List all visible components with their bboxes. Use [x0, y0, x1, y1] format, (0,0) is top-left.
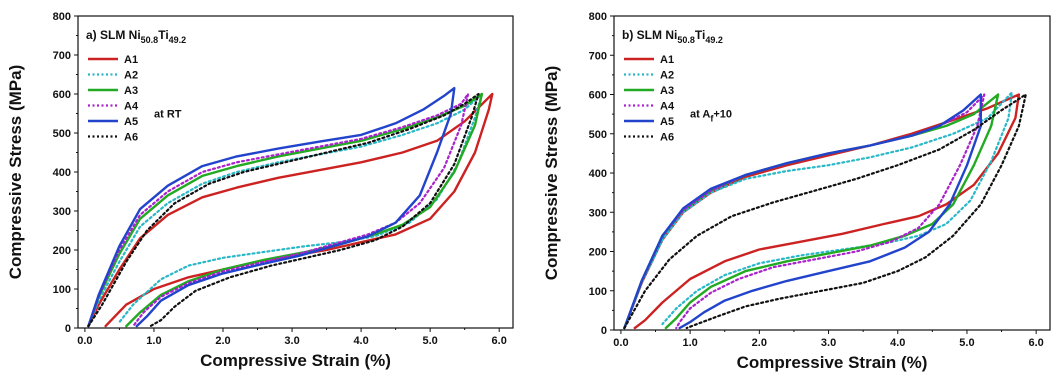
chart0-series-a6 — [87, 92, 480, 328]
chart0-plot-frame — [77, 15, 514, 329]
chart0-series-a5 — [87, 86, 456, 328]
chart1-ytick-label: 400 — [589, 168, 607, 180]
chart1-ytick-label: 500 — [589, 129, 607, 141]
chart1-condition-label: at Af+10 — [690, 108, 732, 123]
chart0-ytick-label: 100 — [53, 284, 71, 296]
chart0-legend-label-a1: A1 — [124, 54, 138, 66]
chart1-ytick-label: 200 — [589, 247, 607, 259]
chart1-ytick-label: 700 — [589, 50, 607, 62]
chart1-legend-label-a3: A3 — [660, 85, 674, 97]
chart0-ytick-label: 700 — [53, 50, 71, 62]
chart1-ytick-label: 300 — [589, 207, 607, 219]
chart0-x-axis-label: Compressive Strain (%) — [200, 351, 391, 370]
chart1-legend-label-a4: A4 — [660, 101, 675, 113]
chart1-xtick-label: 0.0 — [613, 337, 628, 349]
chart1-xtick-label: 1.0 — [682, 337, 697, 349]
chart1-xtick-label: 4.0 — [890, 337, 905, 349]
chart1-x-axis-label: Compressive Strain (%) — [737, 353, 928, 372]
chart0-ytick-label: 800 — [53, 11, 71, 23]
chart0-title: a) SLM Ni50.8Ti49.2 — [86, 28, 186, 45]
chart0-ytick-label: 0 — [65, 323, 71, 335]
chart1-legend-label-a2: A2 — [660, 70, 674, 82]
chart1-ytick-label: 600 — [589, 90, 607, 102]
chart0-xtick-label: 5.0 — [422, 335, 437, 347]
chart1-ytick-label: 100 — [589, 286, 607, 298]
chart1-ytick-label: 0 — [601, 325, 607, 337]
chart0-ytick-label: 400 — [53, 167, 71, 179]
chart0-legend-label-a3: A3 — [124, 85, 138, 97]
chart1-legend-label-a1: A1 — [660, 54, 674, 66]
chart1-xtick-label: 3.0 — [821, 337, 836, 349]
chart1-legend-label-a6: A6 — [660, 132, 674, 144]
chart0-legend-label-a6: A6 — [124, 132, 138, 144]
chart1-xtick-label: 2.0 — [752, 337, 767, 349]
chart0-legend-label-a2: A2 — [124, 70, 138, 82]
chart1-ytick-label: 800 — [589, 11, 607, 23]
chart0-xtick-label: 2.0 — [215, 335, 230, 347]
chart0-ytick-label: 600 — [53, 89, 71, 101]
chart1-plot-frame — [613, 15, 1051, 331]
chart0-series-a3 — [87, 92, 484, 328]
chart0-ytick-label: 200 — [53, 245, 71, 257]
chart0-legend-label-a5: A5 — [124, 116, 138, 128]
chart1-title: b) SLM Ni50.8Ti49.2 — [622, 28, 723, 45]
chart0-xtick-label: 1.0 — [146, 335, 161, 347]
chart1-xtick-label: 6.0 — [1029, 337, 1044, 349]
chart1-y-axis-label: Compressive Stress (MPa) — [542, 66, 561, 280]
chart1-legend-label-a5: A5 — [660, 116, 674, 128]
chart1-xtick-label: 5.0 — [959, 337, 974, 349]
chart0-xtick-label: 4.0 — [353, 335, 368, 347]
chart0-xtick-label: 3.0 — [284, 335, 299, 347]
chart0-xtick-label: 6.0 — [492, 335, 507, 347]
chart1-series-a5 — [623, 93, 982, 330]
chart0-ytick-label: 300 — [53, 206, 71, 218]
chart0-legend-label-a4: A4 — [124, 101, 139, 113]
chart1-series-a6 — [623, 93, 1027, 330]
chart0-ytick-label: 500 — [53, 128, 71, 140]
panel-a: 0 100 200 300 400 500 600 700 800 0.0 1.0 2.0 3.0 4.0… — [6, 11, 514, 370]
panel-b: 0 100 200 300 400 500 600 700 800 0.0 1.0 2.0 3.0 4.0… — [542, 11, 1051, 372]
chart0-xtick-label: 0.0 — [77, 335, 92, 347]
chart0-series-a4 — [87, 92, 470, 328]
chart0-y-axis-label: Compressive Stress (MPa) — [6, 65, 25, 279]
chart0-condition-label: at RT — [154, 108, 182, 120]
